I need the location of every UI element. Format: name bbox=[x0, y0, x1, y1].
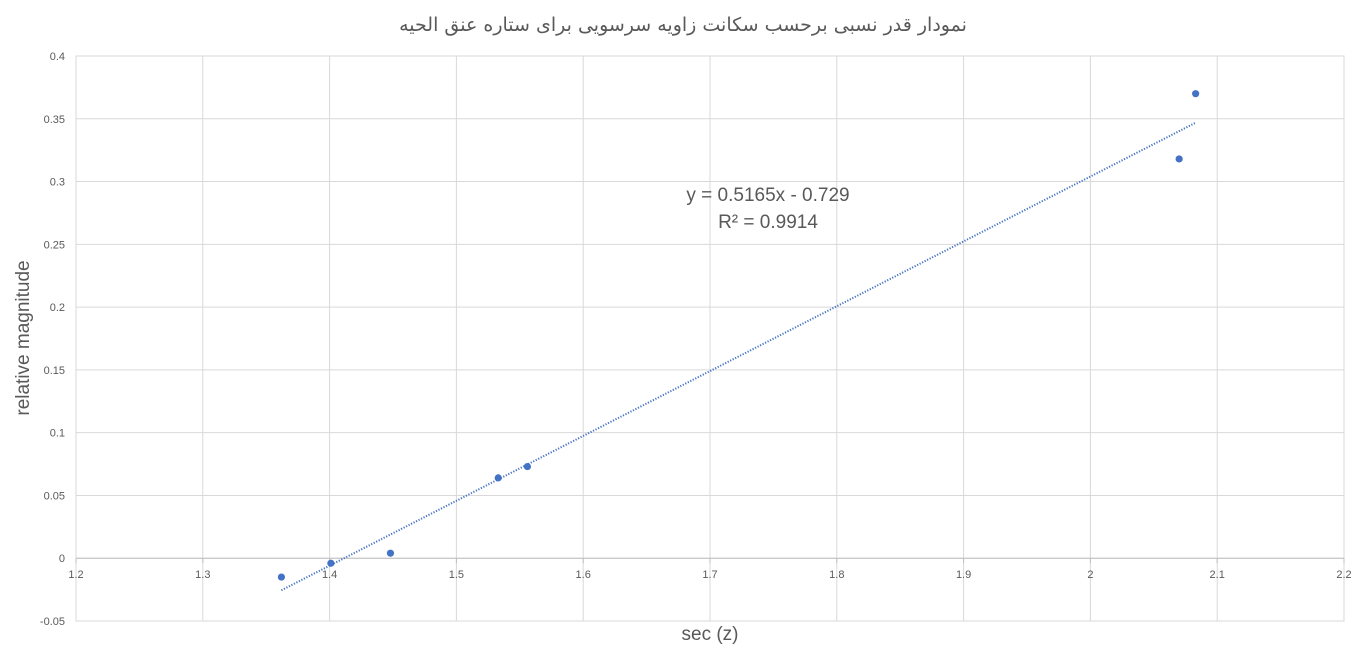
x-tick-label: 1.2 bbox=[68, 569, 83, 581]
data-point bbox=[523, 462, 532, 471]
data-point bbox=[1175, 155, 1183, 163]
y-tick-label: 0.15 bbox=[44, 365, 65, 377]
y-tick-label: 0.2 bbox=[50, 302, 65, 314]
x-tick-label: 1.5 bbox=[449, 569, 464, 581]
trendline-r2-text: R² = 0.9914 bbox=[718, 212, 818, 233]
y-tick-label: 0.35 bbox=[44, 114, 65, 126]
data-point bbox=[277, 573, 286, 581]
trendline-equation: y = 0.5165x - 0.729 R² = 0.9914 bbox=[686, 182, 849, 236]
y-tick-label: -0.05 bbox=[40, 616, 65, 628]
y-tick-label: 0 bbox=[59, 553, 65, 565]
trendline-equation-text: y = 0.5165x - 0.729 bbox=[686, 185, 850, 206]
data-point bbox=[494, 474, 502, 482]
x-tick-label: 1.7 bbox=[702, 569, 717, 581]
x-tick-label: 2 bbox=[1087, 569, 1093, 581]
chart-title: نمودار قدر نسبی برحسب سکانت زاویه سرسویی… bbox=[399, 14, 967, 36]
y-tick-label: 0.05 bbox=[44, 490, 65, 502]
y-tick-label: 0.25 bbox=[44, 239, 65, 251]
x-tick-label: 1.8 bbox=[829, 569, 844, 581]
x-axis-label: sec (z) bbox=[681, 624, 739, 645]
x-tick-label: 2.2 bbox=[1336, 569, 1351, 581]
y-axis-label: relative magnitude bbox=[13, 260, 34, 416]
trendline bbox=[280, 121, 1197, 592]
data-point bbox=[327, 559, 335, 567]
y-tick-label: 0.4 bbox=[50, 51, 65, 63]
x-tick-label: 1.3 bbox=[195, 569, 210, 581]
data-point bbox=[386, 549, 395, 557]
x-tick-label: 1.4 bbox=[322, 569, 337, 581]
y-tick-label: 0.3 bbox=[50, 177, 65, 189]
data-point bbox=[1192, 90, 1200, 98]
x-tick-label: 2.1 bbox=[1210, 569, 1225, 581]
x-tick-label: 1.6 bbox=[576, 569, 591, 581]
x-tick-label: 1.9 bbox=[956, 569, 971, 581]
y-tick-label: 0.1 bbox=[50, 428, 65, 440]
